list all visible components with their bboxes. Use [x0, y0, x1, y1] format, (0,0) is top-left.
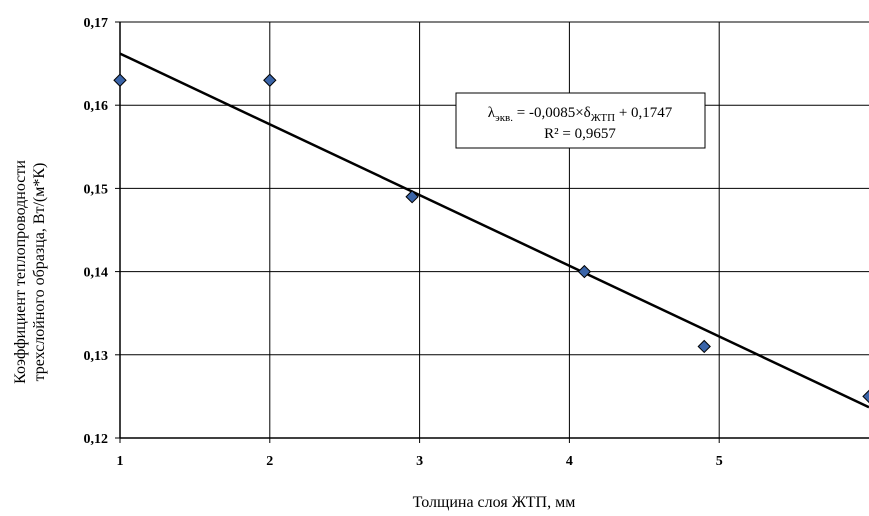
y-tick-label: 0,14	[84, 266, 109, 281]
tick-labels: 0,12 0,13 0,14 0,15 0,16 0,17 1 2 3 4 5	[84, 16, 723, 469]
y-axis-title-line-2: трехслойного образца, Вт/(м*К)	[31, 163, 48, 382]
y-tick-label: 0,13	[84, 349, 109, 364]
x-tick-label: 2	[266, 454, 273, 469]
axes	[115, 21, 869, 443]
equation-box: λэкв. = -0,0085×δЖТП + 0,1747 R² = 0,965…	[455, 92, 706, 149]
y-axis-title: Коэффициент теплопроводности трехслойног…	[12, 160, 48, 384]
r-squared-label: R² = 0,9657	[544, 126, 616, 142]
data-point	[263, 73, 277, 87]
y-tick-label: 0,12	[84, 432, 109, 447]
equation-box-frame	[455, 92, 706, 149]
x-axis-title: Толщина слоя ЖТП, мм	[413, 494, 576, 511]
data-point	[113, 73, 127, 87]
x-tick-label: 5	[716, 454, 723, 469]
trendline-line	[119, 52, 869, 409]
y-tick-label: 0,17	[84, 16, 109, 31]
data-point	[697, 339, 711, 354]
data-point	[577, 264, 592, 279]
data-point	[405, 190, 419, 204]
trendline-equation: λэкв. = -0,0085×δЖТП + 0,1747	[488, 105, 673, 124]
y-tick-label: 0,16	[84, 99, 109, 114]
data-points	[113, 73, 869, 404]
data-point	[862, 389, 869, 404]
trendline	[119, 52, 869, 409]
x-tick-label: 3	[416, 454, 423, 469]
x-tick-label: 4	[566, 454, 573, 469]
y-tick-label: 0,15	[84, 182, 109, 197]
x-tick-label: 1	[117, 454, 124, 469]
grid	[120, 21, 869, 438]
y-axis-title-line-1: Коэффициент теплопроводности	[12, 160, 29, 384]
